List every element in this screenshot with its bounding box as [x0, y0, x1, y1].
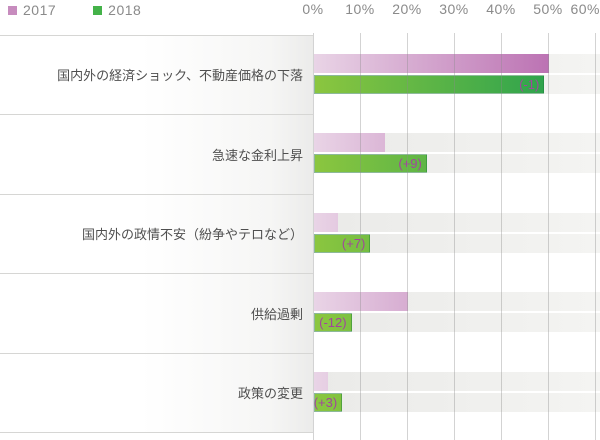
gridline: [407, 33, 408, 440]
gridline: [313, 33, 314, 440]
bar-2018: (+7): [314, 233, 371, 253]
bar-track: [314, 233, 600, 253]
legend: 2017 2018: [8, 2, 141, 18]
bar-track: [314, 133, 600, 152]
x-axis-tick: 60%: [570, 1, 600, 17]
legend-label: 2018: [108, 2, 142, 18]
bar-track: [314, 392, 600, 412]
bar-2017: [314, 292, 408, 311]
gridline: [548, 33, 549, 440]
category-label: 国内外の政情不安（紛争やテロなど）: [0, 194, 313, 273]
x-axis-tick: 0%: [302, 1, 324, 17]
x-axis-tick: 50%: [533, 1, 563, 17]
bar-track: [314, 371, 600, 391]
category-label: 政策の変更: [0, 353, 313, 432]
legend-swatch-icon: [93, 5, 103, 15]
gridline: [454, 33, 455, 440]
bar-2017: [314, 212, 338, 232]
row-separator: [0, 432, 313, 433]
category-label: 急速な金利上昇: [0, 115, 313, 194]
bar-track: [314, 313, 600, 332]
x-axis-tick: 10%: [345, 1, 375, 17]
row-separator: [0, 34, 313, 36]
row-separator: [0, 273, 313, 274]
row-separator: [0, 193, 313, 195]
category-label: 国内外の経済ショック、不動産価格の下落: [0, 35, 313, 114]
x-axis-tick: 30%: [439, 1, 469, 17]
legend-item-2017: 2017: [8, 2, 56, 18]
bar-2018: (+3): [313, 392, 343, 412]
bar-2017: [314, 133, 385, 152]
bar-2017: [314, 371, 329, 391]
x-axis-tick: 20%: [392, 1, 422, 17]
bar-2018: (-12): [314, 313, 352, 332]
row-separator: [0, 352, 313, 354]
gridline: [360, 33, 361, 440]
diff-label: (-1): [519, 76, 540, 92]
diff-label: (+3): [313, 394, 338, 410]
legend-label: 2017: [23, 2, 57, 18]
bar-track: [314, 212, 600, 232]
diff-label: (+7): [341, 235, 366, 251]
bar-2018: (+9): [314, 154, 427, 173]
bar-2018: (-1): [314, 74, 545, 94]
category-label: 供給過剰: [0, 274, 313, 353]
x-axis-tick: 40%: [486, 1, 516, 17]
legend-swatch-icon: [8, 5, 17, 15]
bar-2017: [314, 53, 549, 73]
legend-item-2018: 2018: [93, 2, 141, 18]
row-separator: [0, 114, 313, 115]
diff-label: (+9): [398, 156, 422, 171]
gridline: [595, 33, 596, 440]
gridline: [501, 33, 502, 440]
diff-label: (-12): [319, 315, 347, 330]
